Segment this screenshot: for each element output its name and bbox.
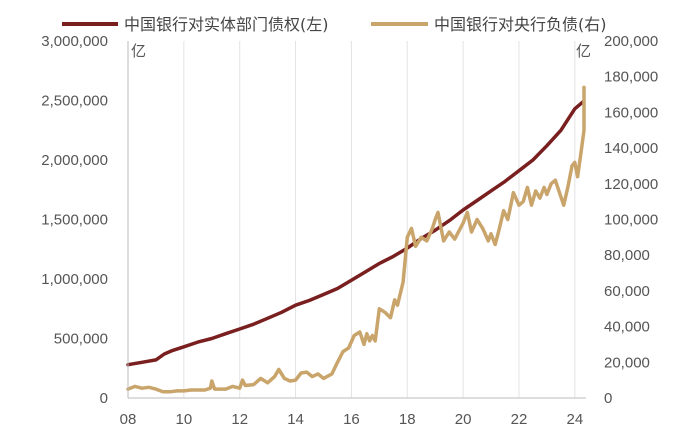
right-tick-label: 180,000 xyxy=(604,69,658,86)
right-tick-label: 120,000 xyxy=(604,176,658,193)
left-tick-label: 2,500,000 xyxy=(41,93,108,110)
x-tick-label: 10 xyxy=(176,411,193,428)
right-tick-label: 40,000 xyxy=(604,319,650,336)
axes: 亿 亿 08 10 12 14 16 18 20 22 24 0 500,000 1,000,000 1… xyxy=(41,33,658,428)
left-axis-unit: 亿 xyxy=(131,42,146,60)
left-tick-label: 1,500,000 xyxy=(41,212,108,229)
right-tick-label: 60,000 xyxy=(604,283,650,300)
x-tick-label: 12 xyxy=(231,411,248,428)
left-tick-label: 2,000,000 xyxy=(41,152,108,169)
series-line-left xyxy=(126,99,585,367)
series-line-right xyxy=(126,85,586,394)
right-tick-label: 80,000 xyxy=(604,247,650,264)
x-tick-label: 08 xyxy=(120,411,137,428)
legend-item-left-series: 中国银行对实体部门债权(左) xyxy=(62,15,329,34)
right-axis-unit: 亿 xyxy=(576,42,591,60)
right-tick-label: 160,000 xyxy=(604,104,658,121)
left-tick-label: 1,000,000 xyxy=(41,271,108,288)
legend: 中国银行对实体部门债权(左) 中国银行对央行负债(右) xyxy=(62,15,607,34)
x-tick-label: 14 xyxy=(287,411,304,428)
series-lines xyxy=(126,85,586,394)
right-tick-label: 200,000 xyxy=(604,33,658,50)
left-tick-label: 500,000 xyxy=(54,331,108,348)
left-tick-label: 3,000,000 xyxy=(41,33,108,50)
right-tick-label: 0 xyxy=(604,390,612,407)
x-tick-label: 24 xyxy=(566,411,583,428)
left-tick-label: 0 xyxy=(100,390,108,407)
x-tick-label: 16 xyxy=(343,411,360,428)
right-tick-label: 20,000 xyxy=(604,354,650,371)
x-tick-label: 18 xyxy=(399,411,416,428)
legend-label-right-series: 中国银行对央行负债(右) xyxy=(434,15,607,34)
x-tick-label: 20 xyxy=(455,411,472,428)
x-tick-label: 22 xyxy=(511,411,528,428)
legend-label-left-series: 中国银行对实体部门债权(左) xyxy=(124,15,329,34)
right-tick-label: 140,000 xyxy=(604,140,658,157)
right-tick-label: 100,000 xyxy=(604,212,658,229)
grid xyxy=(127,41,576,398)
legend-item-right-series: 中国银行对央行负债(右) xyxy=(371,15,607,34)
